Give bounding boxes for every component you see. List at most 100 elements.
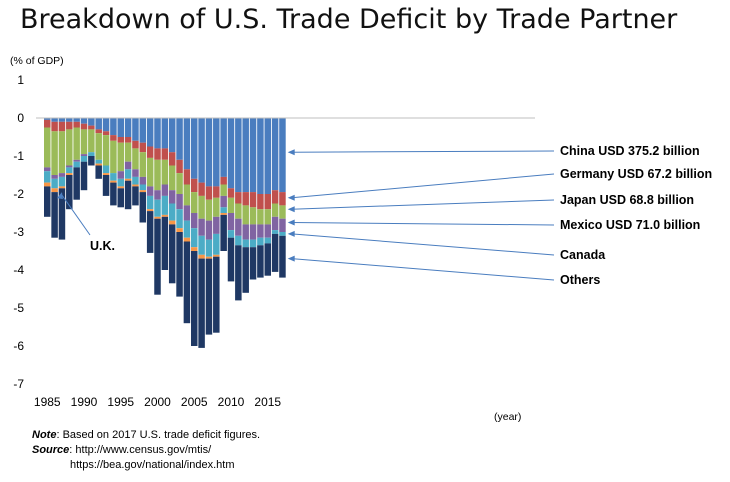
bar-segment xyxy=(168,152,176,166)
bar-segment xyxy=(191,192,198,213)
bar-segment xyxy=(249,207,257,225)
bar-segment xyxy=(205,239,213,257)
bar-segment xyxy=(154,190,161,200)
annotation-label: Mexico USD 71.0 billion xyxy=(560,218,700,232)
bar-segment xyxy=(73,121,80,128)
bar-segment xyxy=(44,118,51,120)
annotation-label: Japan USD 68.8 billion xyxy=(560,193,694,207)
bar-segment xyxy=(95,129,102,134)
bar-segment xyxy=(139,142,147,153)
uk-annotation-arrow xyxy=(61,194,91,236)
bar-segment xyxy=(117,118,124,137)
bar-segment xyxy=(102,118,110,132)
bar-segment xyxy=(205,220,213,240)
bar-segment xyxy=(176,209,183,229)
bar-segment xyxy=(146,211,154,253)
y-axis-ticks: 1 0 -1 -2 -3 -4 -5 -6 -7 xyxy=(13,73,24,391)
bar-segment xyxy=(205,199,213,221)
bar-segment xyxy=(191,213,198,229)
bar-segment xyxy=(66,167,73,174)
chart-notes: Note: Based on 2017 U.S. trade deficit f… xyxy=(32,428,260,473)
bar-segment xyxy=(66,118,73,122)
x-tick-label: 2010 xyxy=(218,395,245,409)
bar-segment xyxy=(191,118,198,179)
note-line: Note: Based on 2017 U.S. trade deficit f… xyxy=(32,428,260,443)
bar-segment xyxy=(191,228,198,248)
bar-segment xyxy=(146,118,154,147)
bar-segment xyxy=(264,194,271,210)
bar-segment xyxy=(168,220,176,225)
bar-segment xyxy=(102,131,110,136)
bar-segment xyxy=(249,224,257,240)
x-tick-label: 2015 xyxy=(254,395,281,409)
annotation-arrowhead xyxy=(287,230,295,237)
annotation-arrow xyxy=(291,150,555,153)
note-text: : Based on 2017 U.S. trade deficit figur… xyxy=(56,429,261,441)
y-tick-label: -5 xyxy=(13,301,24,315)
bar-segment xyxy=(80,118,88,124)
bar-segment xyxy=(271,190,279,204)
annotation-label: Canada xyxy=(560,248,606,262)
bar-segment xyxy=(95,163,102,166)
bar-segment xyxy=(88,156,95,166)
bar-segment xyxy=(279,192,286,206)
bar-segment xyxy=(205,186,213,200)
bar-segment xyxy=(235,192,242,204)
bar-segment xyxy=(176,173,183,194)
bar-segment xyxy=(183,205,191,221)
bar-segment xyxy=(124,169,132,179)
bar-segment xyxy=(146,146,154,158)
bar-segment xyxy=(271,203,279,217)
annotation-arrowhead xyxy=(287,194,295,201)
source-line: Source: http://www.census.gov/mtis/ xyxy=(32,443,260,458)
bar-segment xyxy=(198,254,205,259)
note-label: Note xyxy=(32,429,57,441)
bar-segment xyxy=(124,118,132,137)
bar-segment xyxy=(227,237,235,282)
bar-segment xyxy=(198,195,205,219)
bar-segment xyxy=(176,194,183,210)
y-axis-label: (% of GDP) xyxy=(10,55,64,67)
bar-segment xyxy=(242,205,249,225)
bar-segment xyxy=(257,194,264,210)
bar-segment xyxy=(132,140,139,149)
bar-segment xyxy=(58,188,66,240)
bar-segment xyxy=(198,235,205,255)
bar-segment xyxy=(66,173,73,175)
bar-segment xyxy=(235,203,242,219)
bar-segment xyxy=(242,247,249,293)
bar-segment xyxy=(58,176,66,187)
bar-segment xyxy=(58,173,66,177)
bar-segment xyxy=(213,197,220,217)
annotation-label: China USD 375.2 billion xyxy=(560,144,700,158)
bar-segment xyxy=(220,195,227,208)
bar-segment xyxy=(66,165,73,168)
bar-segment xyxy=(44,182,51,187)
bar-segment xyxy=(176,228,183,232)
x-axis-label: (year) xyxy=(494,411,521,423)
uk-annotation-label: U.K. xyxy=(90,239,115,253)
bar-segment xyxy=(154,159,161,191)
bar-segment xyxy=(73,161,80,168)
bar-segment xyxy=(80,123,88,130)
bar-segment xyxy=(191,247,198,251)
bar-segment xyxy=(198,258,205,348)
bar-segment xyxy=(58,186,66,189)
y-tick-label: -3 xyxy=(13,225,24,239)
bar-segment xyxy=(271,230,279,234)
bar-segment xyxy=(235,118,242,193)
bar-segment xyxy=(124,142,132,162)
bar-segment xyxy=(249,118,257,193)
bar-segment xyxy=(139,152,147,177)
bar-segment xyxy=(58,131,66,174)
chart-title: Breakdown of U.S. Trade Deficit by Trade… xyxy=(20,4,678,35)
bar-segment xyxy=(198,218,205,236)
bar-segment xyxy=(279,205,286,219)
y-tick-label: 0 xyxy=(17,111,24,125)
annotation-arrow xyxy=(291,173,555,199)
bar-segment xyxy=(220,207,227,213)
bar-segment xyxy=(73,127,80,160)
bar-segment xyxy=(139,184,147,191)
bar-segment xyxy=(264,118,271,194)
bar-segment xyxy=(220,214,227,251)
